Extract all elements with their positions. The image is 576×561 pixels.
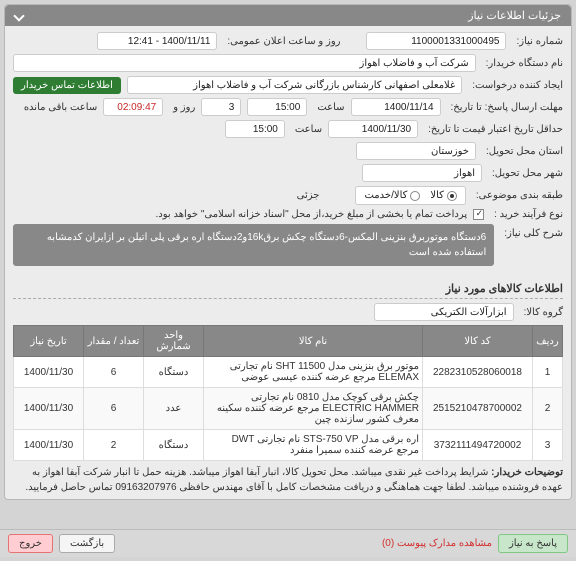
- days-label: روز و: [169, 102, 195, 113]
- docs-link[interactable]: مشاهده مدارک پیوست (0): [382, 538, 492, 549]
- summary-label: شرح کلی نیاز:: [500, 224, 563, 239]
- table-cell: اره برقی مدل STS-750 VP نام تجارتی DWT م…: [204, 430, 423, 461]
- partial-label: جزئی: [293, 190, 320, 201]
- exit-button[interactable]: خروج: [8, 534, 53, 553]
- deadline-time: 15:00: [247, 98, 307, 116]
- notes-text: شرایط پرداخت غیر نقدی میباشد. محل تحویل …: [25, 467, 563, 493]
- panel-header[interactable]: جزئیات اطلاعات نیاز: [5, 5, 571, 26]
- table-cell: 6: [84, 388, 144, 430]
- respond-button[interactable]: پاسخ به نیاز: [498, 534, 568, 553]
- time-label-1: ساعت: [313, 102, 344, 113]
- buyer-org-label: نام دستگاه خریدار:: [482, 58, 563, 69]
- table-cell: 1400/11/30: [14, 357, 84, 388]
- table-header: تاریخ نیاز: [14, 326, 84, 357]
- notes-label: توضیحات خریدار:: [491, 467, 563, 478]
- table-header: کد کالا: [423, 326, 533, 357]
- table-cell: 6: [84, 357, 144, 388]
- remaining-time: 02:09:47: [103, 98, 163, 116]
- process-checkbox[interactable]: [473, 209, 484, 220]
- requester-value: غلامعلی اصفهانی کارشناس بازرگانی شرکت آب…: [127, 76, 462, 94]
- table-cell: 2515210478700002: [423, 388, 533, 430]
- city-value: اهواز: [362, 164, 482, 182]
- announce-value: 1400/11/11 - 12:41: [97, 32, 217, 50]
- process-note: پرداخت تمام یا بخشی از مبلغ خرید،از محل …: [152, 209, 468, 220]
- city-label: شهر محل تحویل:: [488, 168, 563, 179]
- radio-service-label: کالا/خدمت: [364, 190, 407, 201]
- table-cell: دستگاه: [144, 357, 204, 388]
- table-header: نام کالا: [204, 326, 423, 357]
- table-row: 22515210478700002چکش برقی کوچک مدل 0810 …: [14, 388, 563, 430]
- requester-label: ایجاد کننده درخواست:: [468, 80, 563, 91]
- table-header: واحد شمارش: [144, 326, 204, 357]
- need-no-value: 1100001331000495: [366, 32, 506, 50]
- table-row: 12282310528060018موتور برق بنزینی مدل SH…: [14, 357, 563, 388]
- contact-button[interactable]: اطلاعات تماس خریدار: [13, 77, 121, 94]
- group-value: ابزارآلات الکتریکی: [374, 303, 514, 321]
- footer-bar: پاسخ به نیاز مشاهده مدارک پیوست (0) بازگ…: [0, 529, 576, 557]
- table-cell: 1400/11/30: [14, 430, 84, 461]
- table-cell: چکش برقی کوچک مدل 0810 نام تجارتی ELECTR…: [204, 388, 423, 430]
- radio-goods-label: کالا: [430, 190, 444, 201]
- table-cell: 3: [533, 430, 563, 461]
- announce-label: روز و ساعت اعلان عمومی:: [223, 36, 340, 47]
- collapse-icon: [13, 10, 24, 21]
- panel-title: جزئیات اطلاعات نیاز: [468, 9, 561, 22]
- buyer-notes: توضیحات خریدار: شرایط پرداخت غیر نقدی می…: [13, 465, 563, 495]
- days-value: 3: [201, 98, 241, 116]
- panel-body: شماره نیاز: 1100001331000495 روز و ساعت …: [5, 26, 571, 276]
- table-cell: دستگاه: [144, 430, 204, 461]
- need-no-label: شماره نیاز:: [512, 36, 563, 47]
- table-cell: 3732111494720002: [423, 430, 533, 461]
- table-header: ردیف: [533, 326, 563, 357]
- table-cell: 1400/11/30: [14, 388, 84, 430]
- summary-text: 6دستگاه موتوربرق بنزینی المکس-6دستگاه چک…: [13, 224, 494, 266]
- group-label: گروه کالا:: [520, 307, 563, 318]
- table-cell: 2282310528060018: [423, 357, 533, 388]
- category-label: طبقه بندی موضوعی:: [472, 190, 563, 201]
- radio-dot-icon: [447, 191, 457, 201]
- table-row: 33732111494720002اره برقی مدل STS-750 VP…: [14, 430, 563, 461]
- items-section-title: اطلاعات کالاهای مورد نیاز: [13, 282, 563, 299]
- radio-goods[interactable]: کالا: [430, 190, 457, 201]
- remaining-label: ساعت باقی مانده: [20, 102, 97, 113]
- back-button[interactable]: بازگشت: [59, 534, 115, 553]
- radio-dot-icon: [410, 191, 420, 201]
- validity-time: 15:00: [225, 120, 285, 138]
- buyer-org-value: شرکت آب و فاضلاب اهواز: [13, 54, 476, 72]
- table-cell: عدد: [144, 388, 204, 430]
- table-cell: 1: [533, 357, 563, 388]
- province-label: استان محل تحویل:: [482, 146, 563, 157]
- table-cell: موتور برق بنزینی مدل SHT 11500 نام تجارت…: [204, 357, 423, 388]
- province-value: خوزستان: [356, 142, 476, 160]
- process-label: نوع فرآیند خرید :: [490, 209, 563, 220]
- deadline-date: 1400/11/14: [351, 98, 441, 116]
- items-table: ردیفکد کالانام کالاواحد شمارشتعداد / مقد…: [13, 325, 563, 461]
- category-radios: کالا کالا/خدمت: [355, 186, 465, 205]
- validity-label: حداقل تاریخ اعتبار قیمت تا تاریخ:: [424, 124, 563, 135]
- time-label-2: ساعت: [291, 124, 322, 135]
- table-header: تعداد / مقدار: [84, 326, 144, 357]
- deadline-label: مهلت ارسال پاسخ: تا تاریخ:: [447, 102, 563, 113]
- radio-service[interactable]: کالا/خدمت: [364, 190, 420, 201]
- table-cell: 2: [533, 388, 563, 430]
- validity-date: 1400/11/30: [328, 120, 418, 138]
- table-cell: 2: [84, 430, 144, 461]
- details-panel: جزئیات اطلاعات نیاز شماره نیاز: 11000013…: [4, 4, 572, 500]
